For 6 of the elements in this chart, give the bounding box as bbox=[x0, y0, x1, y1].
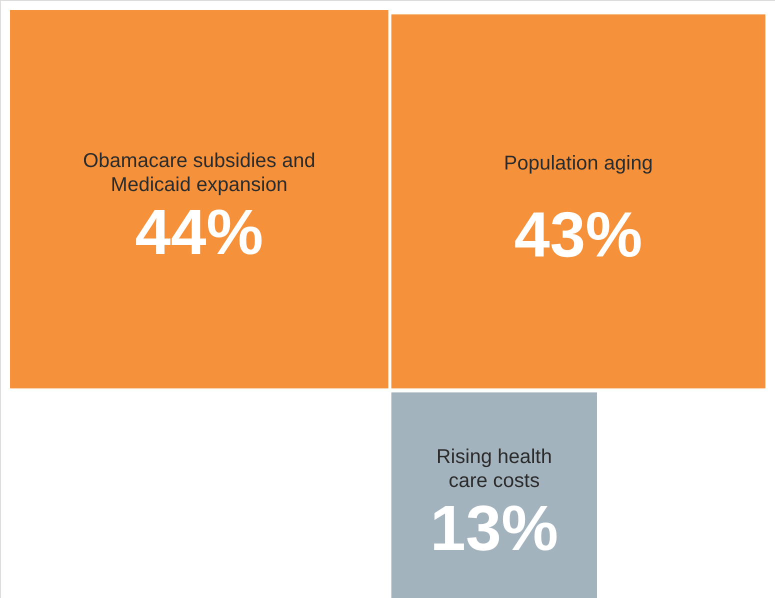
category-label: Rising health care costs bbox=[436, 446, 552, 492]
data-label: 44% bbox=[135, 196, 264, 268]
category-label: Population aging bbox=[504, 152, 653, 174]
data-label: 13% bbox=[430, 492, 558, 564]
category-label: Obamacare subsidies and Medicaid expansion bbox=[82, 150, 316, 196]
data-label: 43% bbox=[514, 198, 642, 270]
